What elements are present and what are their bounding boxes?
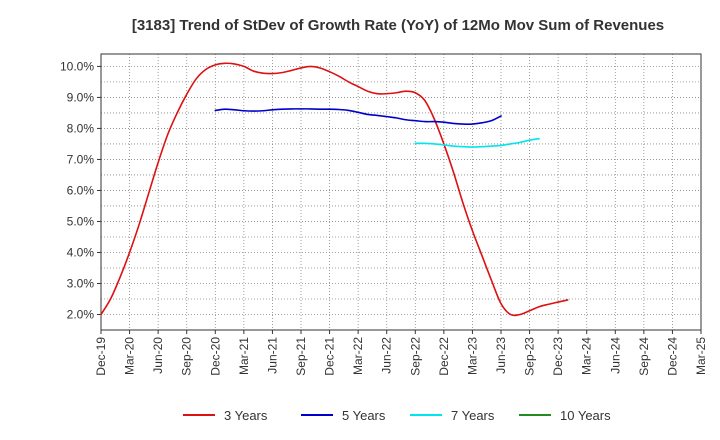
x-tick-label: Mar-21: [237, 337, 251, 375]
x-tick-label: Dec-23: [551, 337, 565, 376]
legend: 3 Years 5 Years 7 Years 10 Years: [183, 408, 611, 423]
x-tick-label: Jun-23: [494, 337, 508, 374]
x-tick-label: Jun-22: [380, 337, 394, 374]
x-tick-label: Mar-23: [465, 337, 479, 375]
x-tick-label: Sep-23: [523, 337, 537, 376]
y-tick-label: 8.0%: [67, 121, 95, 135]
y-tick-label: 4.0%: [67, 245, 95, 259]
chart-title: [3183] Trend of StDev of Growth Rate (Yo…: [132, 17, 664, 34]
y-tick-label: 7.0%: [67, 152, 95, 166]
x-tick-label: Dec-24: [665, 337, 679, 376]
y-tick-label: 2.0%: [67, 307, 95, 321]
x-tick-label: Jun-21: [265, 337, 279, 374]
y-tick-label: 9.0%: [67, 90, 95, 104]
legend-label-10-years: 10 Years: [560, 408, 611, 423]
legend-label-7-years: 7 Years: [451, 408, 495, 423]
x-tick-label: Sep-24: [637, 337, 651, 376]
grid-layer: [101, 54, 701, 330]
plot-frame: [100, 53, 702, 331]
series-line-7-years: [414, 137, 540, 148]
x-tick-label: Sep-21: [294, 337, 308, 376]
x-tick-label: Dec-21: [323, 337, 337, 376]
series-line-3-years: [100, 62, 569, 317]
x-tick-label: Mar-20: [123, 337, 137, 375]
series-layer: [100, 62, 569, 317]
x-tick-label: Dec-19: [94, 337, 108, 376]
legend-label-5-years: 5 Years: [342, 408, 386, 423]
x-tick-label: Dec-20: [208, 337, 222, 376]
x-tick-label: Mar-22: [351, 337, 365, 375]
x-tick-label: Mar-25: [694, 337, 708, 375]
x-axis: Dec-19 Mar-20 Jun-20 Sep-20 Dec-20 Mar-21 Jun-…: [94, 330, 708, 376]
x-tick-label: Jun-20: [151, 337, 165, 374]
series-line-5-years: [214, 108, 502, 126]
x-tick-label: Sep-22: [408, 337, 422, 376]
x-tick-label: Dec-22: [437, 337, 451, 376]
y-tick-label: 5.0%: [67, 214, 95, 228]
x-tick-label: Jun-24: [608, 337, 622, 374]
x-tick-label: Mar-24: [580, 337, 594, 375]
legend-label-3-years: 3 Years: [224, 408, 268, 423]
y-tick-label: 6.0%: [67, 183, 95, 197]
y-tick-label: 10.0%: [60, 59, 94, 73]
y-axis: 2.0% 3.0% 4.0% 5.0% 6.0% 7.0% 8.0% 9.0% 10.0%: [60, 59, 101, 321]
x-tick-label: Sep-20: [180, 337, 194, 376]
y-tick-label: 3.0%: [67, 276, 95, 290]
